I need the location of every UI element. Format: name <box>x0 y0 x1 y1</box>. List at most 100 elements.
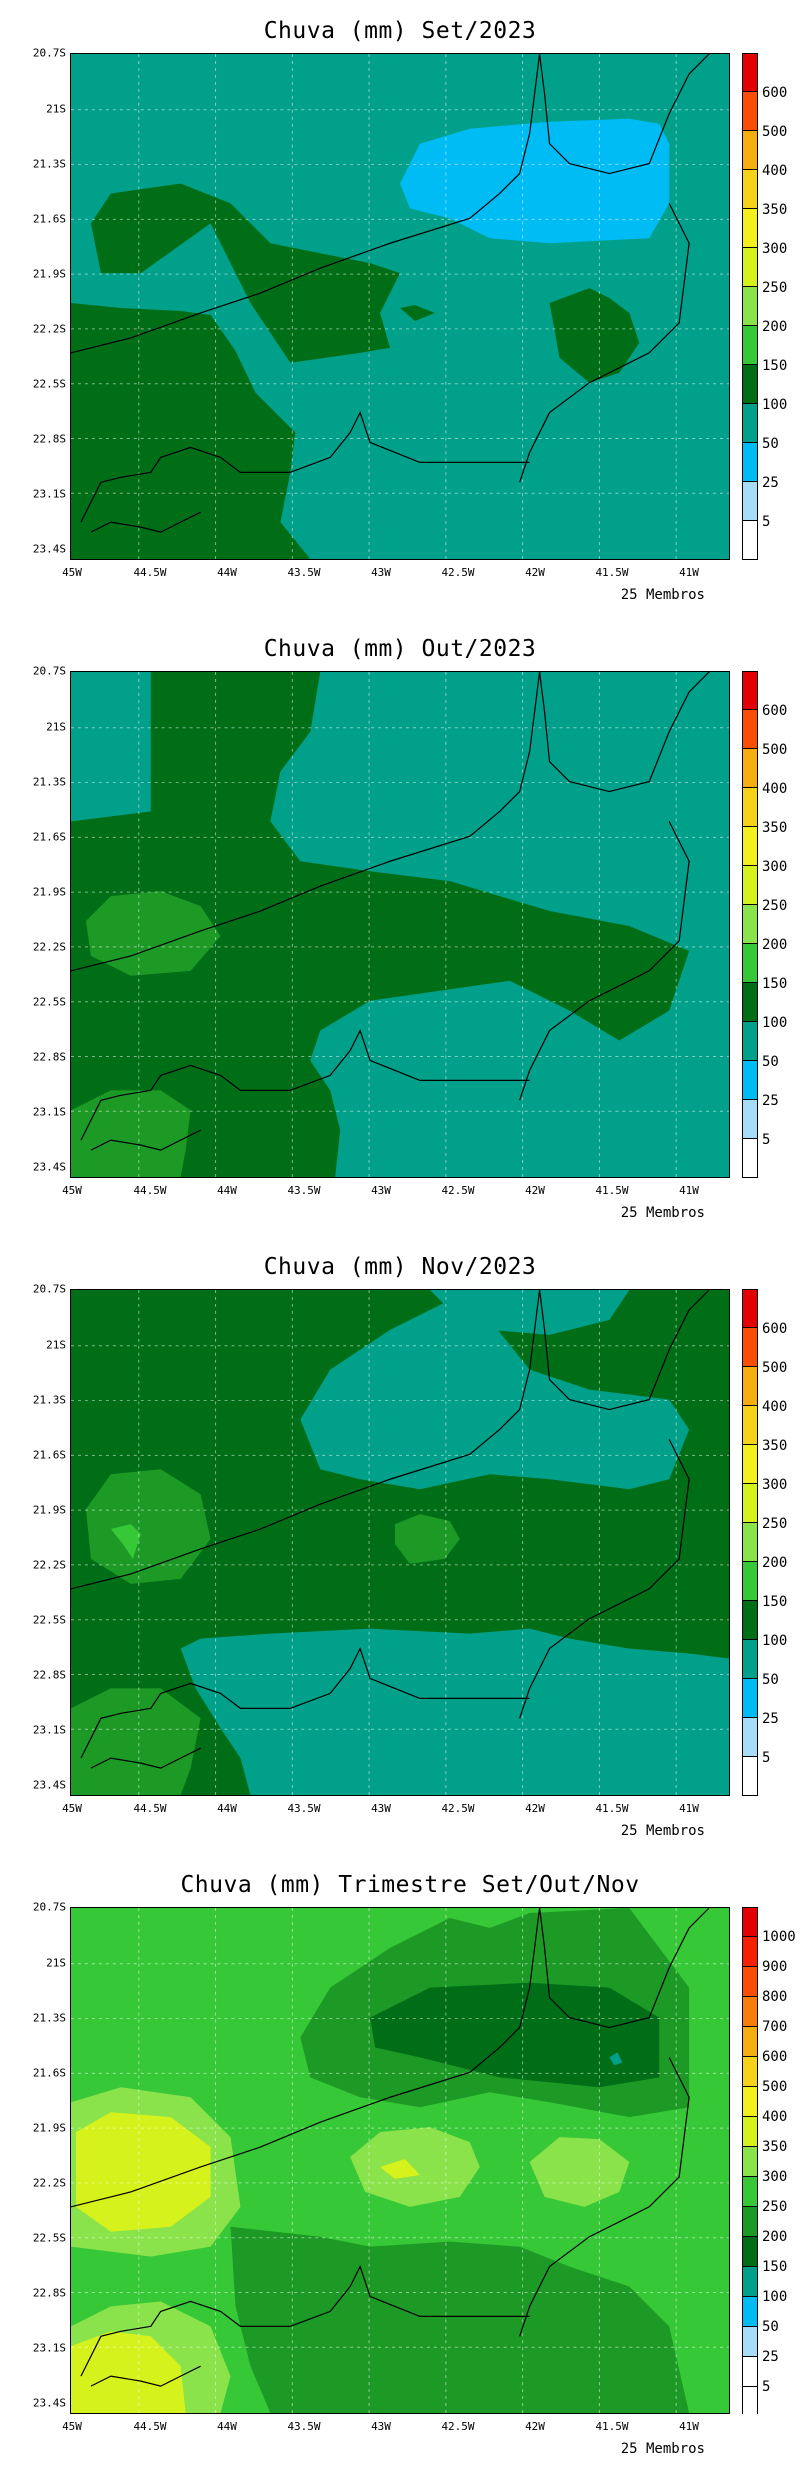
lat-tick: 23.4S <box>32 542 66 556</box>
lat-tick: 20.7S <box>32 46 66 60</box>
lon-tick: 44.5W <box>133 1802 167 1815</box>
colorbar-label: 700 <box>762 2019 788 2035</box>
panel-title: Chuva (mm) Trimestre Set/Out/Nov <box>180 1872 640 1898</box>
panel-out: Chuva (mm) Out/2023 20.7S 21S 21.3S 21.6… <box>0 618 800 1236</box>
lon-tick: 42.5W <box>441 566 475 579</box>
lat-tick: 23.1S <box>32 2341 66 2355</box>
lon-tick: 45W <box>62 1802 82 1815</box>
lon-tick: 41.5W <box>595 1184 629 1197</box>
colorbar-label: 50 <box>762 1054 779 1070</box>
colorbar-label: 25 <box>762 2349 779 2365</box>
colorbar-label: 150 <box>762 358 788 374</box>
colorbar-label: 300 <box>762 859 788 875</box>
lon-tick: 44.5W <box>133 2420 167 2433</box>
lat-tick: 22.2S <box>32 1558 66 1572</box>
colorbar-label: 500 <box>762 124 788 140</box>
lat-tick: 21.9S <box>32 1503 66 1517</box>
lat-tick: 20.7S <box>32 1900 66 1914</box>
colorbar <box>742 53 758 560</box>
colorbar-label: 100 <box>762 397 788 413</box>
lon-tick: 41W <box>679 2420 699 2433</box>
lon-tick: 45W <box>62 2420 82 2433</box>
members-label: 25 Membros <box>620 587 705 603</box>
lat-tick: 21.9S <box>32 2121 66 2135</box>
lon-tick: 45W <box>62 1184 82 1197</box>
lon-tick: 43.5W <box>287 566 321 579</box>
lat-tick: 20.7S <box>32 664 66 678</box>
lon-tick: 41.5W <box>595 566 629 579</box>
colorbar <box>742 1289 758 1796</box>
colorbar-label: 50 <box>762 1672 779 1688</box>
lat-tick: 21.3S <box>32 1393 66 1407</box>
colorbar-label: 300 <box>762 1477 788 1493</box>
lat-tick: 21S <box>46 1338 66 1352</box>
colorbar-label: 400 <box>762 2109 788 2125</box>
colorbar-label: 400 <box>762 163 788 179</box>
lon-tick: 43.5W <box>287 1802 321 1815</box>
colorbar-label: 600 <box>762 2049 788 2065</box>
colorbar-label: 1000 <box>762 1929 796 1945</box>
rainfall-map <box>70 671 730 1178</box>
colorbar-label: 600 <box>762 703 788 719</box>
lat-tick: 21.6S <box>32 1448 66 1462</box>
panel-trimestre: Chuva (mm) Trimestre Set/Out/Nov <box>0 1854 800 2472</box>
colorbar-label: 200 <box>762 319 788 335</box>
colorbar-label: 150 <box>762 976 788 992</box>
panel-set: Chuva (mm) Set/2023 20.7S 21S 21.3S <box>0 0 800 618</box>
lon-tick: 43W <box>371 566 391 579</box>
lat-tick: 21S <box>46 102 66 116</box>
colorbar-label: 350 <box>762 202 788 218</box>
lat-tick: 23.4S <box>32 1778 66 1792</box>
colorbar-label: 500 <box>762 2079 788 2095</box>
colorbar-label: 100 <box>762 1633 788 1649</box>
lon-tick: 43W <box>371 1184 391 1197</box>
colorbar-label: 800 <box>762 1989 788 2005</box>
colorbar-label: 100 <box>762 2289 788 2305</box>
rainfall-map <box>70 53 730 560</box>
colorbar-label: 300 <box>762 241 788 257</box>
lon-tick: 44W <box>217 2420 237 2433</box>
lat-tick: 22.5S <box>32 2231 66 2245</box>
lat-tick: 23.4S <box>32 1160 66 1174</box>
members-label: 25 Membros <box>620 1823 705 1839</box>
colorbar-label: 25 <box>762 1711 779 1727</box>
colorbar-label: 400 <box>762 781 788 797</box>
lon-tick: 44W <box>217 566 237 579</box>
members-label: 25 Membros <box>620 1205 705 1221</box>
lat-tick: 21S <box>46 1956 66 1970</box>
colorbar-label: 350 <box>762 1438 788 1454</box>
lon-tick: 43.5W <box>287 2420 321 2433</box>
lon-tick: 42.5W <box>441 2420 475 2433</box>
colorbar-label: 5 <box>762 2379 771 2395</box>
lat-tick: 23.1S <box>32 1105 66 1119</box>
lat-tick: 21.9S <box>32 267 66 281</box>
lon-tick: 42W <box>525 2420 545 2433</box>
lat-tick: 21S <box>46 720 66 734</box>
lon-tick: 45W <box>62 566 82 579</box>
colorbar-label: 5 <box>762 514 771 530</box>
lon-tick: 44.5W <box>133 566 167 579</box>
lat-tick: 21.3S <box>32 157 66 171</box>
members-label: 25 Membros <box>620 2441 705 2457</box>
rainfall-map <box>70 1907 730 2414</box>
colorbar-label: 25 <box>762 475 779 491</box>
lat-tick: 22.5S <box>32 1613 66 1627</box>
lat-tick: 21.6S <box>32 830 66 844</box>
lon-tick: 42W <box>525 1802 545 1815</box>
colorbar-label: 250 <box>762 2199 788 2215</box>
colorbar-label: 100 <box>762 1015 788 1031</box>
lon-tick: 41.5W <box>595 1802 629 1815</box>
lat-tick: 22.2S <box>32 2176 66 2190</box>
colorbar-label: 250 <box>762 898 788 914</box>
lat-tick: 21.6S <box>32 212 66 226</box>
panel-title: Chuva (mm) Out/2023 <box>263 636 537 662</box>
lat-tick: 21.3S <box>32 775 66 789</box>
colorbar-label: 500 <box>762 742 788 758</box>
colorbar-label: 350 <box>762 2139 788 2155</box>
colorbar <box>742 671 758 1178</box>
lat-tick: 22.8S <box>32 2286 66 2300</box>
colorbar-label: 600 <box>762 85 788 101</box>
lon-tick: 43W <box>371 1802 391 1815</box>
lat-tick: 23.1S <box>32 487 66 501</box>
lat-tick: 22.2S <box>32 940 66 954</box>
